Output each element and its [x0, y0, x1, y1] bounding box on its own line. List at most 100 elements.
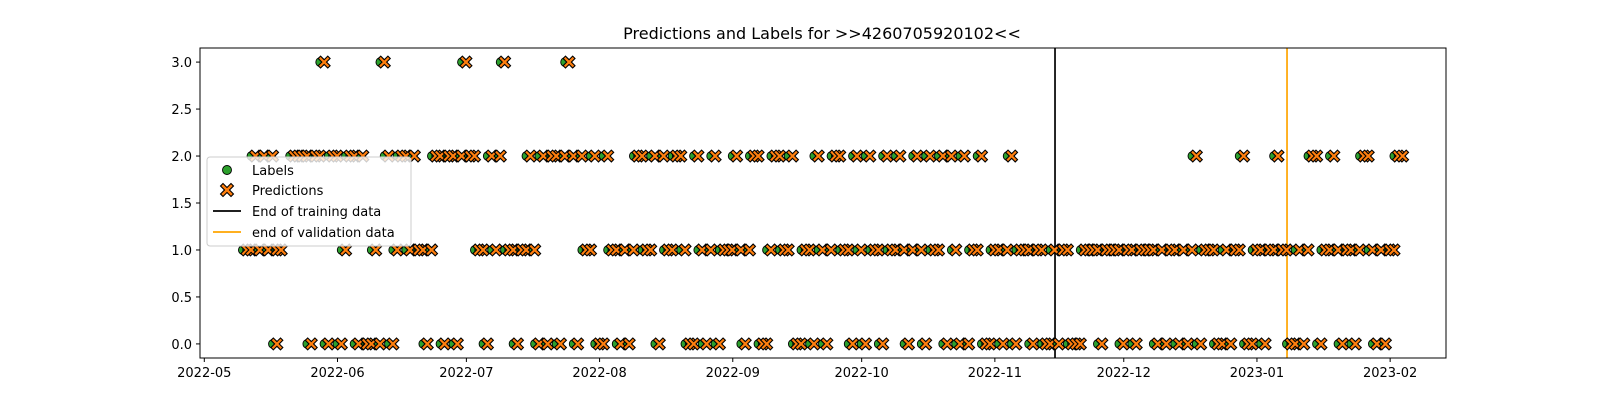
prediction-point-fill — [1062, 244, 1073, 256]
prediction-point — [695, 243, 709, 257]
prediction-point — [446, 149, 460, 163]
prediction-point-fill — [495, 150, 506, 162]
prediction-point — [527, 243, 542, 257]
prediction-point-fill — [761, 338, 772, 350]
prediction-point — [1159, 337, 1174, 351]
prediction-point-fill — [705, 244, 717, 256]
prediction-point-fill — [1023, 244, 1034, 256]
prediction-point — [880, 149, 894, 163]
prediction-point — [944, 149, 959, 163]
prediction-point — [815, 243, 830, 257]
prediction-point — [845, 337, 860, 351]
prediction-point-fill — [456, 150, 467, 162]
prediction-point — [1254, 243, 1268, 257]
prediction-point — [304, 337, 318, 351]
prediction-point-fill — [877, 338, 888, 350]
prediction-point — [781, 243, 795, 257]
prediction-point — [957, 149, 972, 163]
prediction-point-fill — [856, 244, 867, 256]
y-tick-label: 2.0 — [171, 150, 192, 165]
prediction-point-fill — [1096, 338, 1108, 350]
prediction-point — [824, 243, 838, 257]
prediction-point — [1022, 243, 1036, 257]
prediction-point — [1034, 243, 1049, 257]
prediction-point-fill — [469, 150, 480, 162]
prediction-point — [738, 337, 752, 351]
prediction-point-fill — [813, 150, 824, 162]
prediction-point — [1004, 149, 1019, 163]
prediction-point-fill — [611, 244, 622, 256]
prediction-point-fill — [1255, 244, 1266, 256]
prediction-point — [536, 149, 551, 163]
prediction-point — [1387, 243, 1401, 257]
prediction-point-fill — [379, 56, 390, 68]
prediction-point — [420, 337, 434, 351]
prediction-point — [407, 149, 422, 163]
prediction-point — [802, 243, 817, 257]
prediction-point — [871, 243, 886, 257]
prediction-point — [725, 243, 740, 257]
prediction-point — [1000, 243, 1015, 257]
prediction-point-fill — [1045, 338, 1056, 350]
prediction-point-fill — [1169, 244, 1181, 256]
prediction-point-fill — [1075, 338, 1086, 350]
prediction-point-fill — [997, 338, 1009, 350]
prediction-point — [1112, 243, 1126, 257]
prediction-point — [841, 243, 856, 257]
prediction-point — [699, 337, 714, 351]
prediction-point — [1365, 243, 1380, 257]
prediction-point-fill — [817, 244, 828, 256]
prediction-point-fill — [1053, 338, 1065, 350]
prediction-point — [626, 243, 641, 257]
prediction-point — [1073, 337, 1088, 351]
prediction-point-fill — [667, 244, 678, 256]
prediction-point-fill — [903, 338, 914, 350]
prediction-point-fill — [1328, 150, 1340, 162]
prediction-point — [858, 337, 873, 351]
prediction-point-fill — [1337, 338, 1348, 350]
prediction-point — [1052, 337, 1066, 351]
prediction-point — [992, 243, 1006, 257]
y-tick-label: 0.0 — [171, 338, 192, 353]
prediction-point — [833, 149, 847, 163]
prediction-point-fill — [336, 338, 347, 350]
y-tick-label: 3.0 — [171, 56, 192, 71]
prediction-point — [751, 149, 765, 163]
prediction-point-fill — [245, 244, 257, 256]
prediction-point — [1193, 337, 1208, 351]
prediction-point-fill — [1027, 338, 1039, 350]
prediction-point-fill — [1186, 244, 1198, 256]
prediction-point — [583, 243, 598, 257]
prediction-point-fill — [520, 244, 532, 256]
prediction-point — [1155, 243, 1169, 257]
prediction-point — [596, 337, 611, 351]
prediction-point — [416, 243, 430, 257]
prediction-point — [575, 149, 589, 163]
prediction-point-fill — [894, 150, 906, 162]
prediction-point-fill — [692, 150, 704, 162]
prediction-point-fill — [563, 56, 575, 68]
prediction-point-fill — [727, 244, 738, 256]
prediction-point — [996, 337, 1010, 351]
prediction-point-fill — [993, 244, 1004, 256]
prediction-point-fill — [1216, 338, 1228, 350]
prediction-point-fill — [598, 338, 609, 350]
chart-title: Predictions and Labels for >>42607059201… — [623, 24, 1021, 43]
prediction-point-fill — [1113, 244, 1125, 256]
prediction-point — [760, 337, 774, 351]
prediction-point-fill — [508, 244, 519, 256]
prediction-point-fill — [1333, 244, 1344, 256]
prediction-point — [493, 149, 508, 163]
prediction-point-fill — [1152, 338, 1163, 350]
prediction-point — [686, 337, 701, 351]
prediction-point — [1378, 337, 1393, 351]
prediction-point-fill — [843, 244, 854, 256]
prediction-point-fill — [1294, 244, 1305, 256]
prediction-point — [1352, 243, 1367, 257]
prediction-point — [811, 149, 825, 163]
prediction-point-fill — [744, 244, 755, 256]
prediction-point — [729, 149, 744, 163]
prediction-point-fill — [954, 338, 966, 350]
prediction-point — [1348, 337, 1363, 351]
